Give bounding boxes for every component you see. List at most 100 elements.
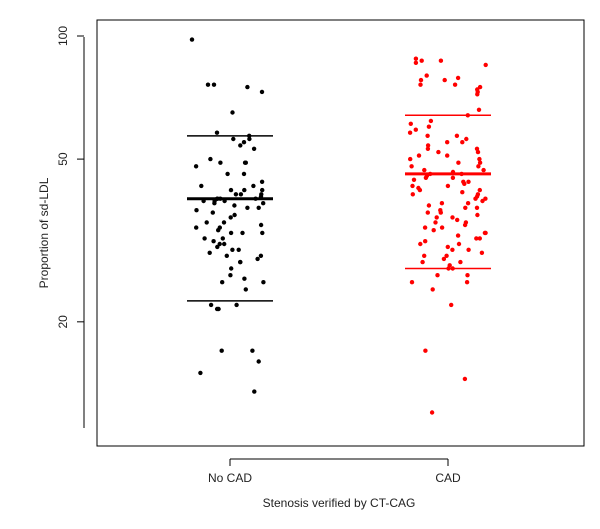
data-point <box>233 192 239 197</box>
y-tick-label: 20 <box>56 315 70 329</box>
data-point <box>242 276 247 281</box>
data-point <box>450 175 456 180</box>
data-point <box>456 241 462 247</box>
data-point <box>458 259 463 265</box>
data-point <box>426 124 432 129</box>
data-point <box>418 77 424 83</box>
data-point <box>234 302 239 308</box>
data-point <box>408 156 413 162</box>
data-point <box>215 244 220 250</box>
data-point <box>205 82 211 87</box>
data-point <box>242 160 248 165</box>
data-point <box>422 167 427 173</box>
data-point <box>477 236 482 241</box>
data-point <box>214 306 220 312</box>
data-marks <box>187 37 491 415</box>
data-point <box>211 82 217 87</box>
data-point <box>204 220 209 225</box>
data-point <box>208 302 214 308</box>
data-point <box>245 84 250 90</box>
data-point <box>210 210 215 215</box>
data-point <box>228 273 233 278</box>
data-point <box>408 121 413 127</box>
data-point <box>439 201 445 206</box>
data-point <box>236 247 241 252</box>
data-point <box>423 175 429 180</box>
data-point <box>419 58 424 63</box>
data-point <box>477 156 482 162</box>
data-point <box>464 280 470 285</box>
data-point <box>420 259 425 265</box>
data-point <box>220 236 225 241</box>
x-tick-label: No CAD <box>208 471 252 485</box>
data-point <box>441 256 447 262</box>
data-point <box>454 133 460 138</box>
data-point <box>259 179 265 184</box>
data-point <box>245 205 250 210</box>
plot-frame <box>96 19 585 447</box>
data-point <box>261 280 266 285</box>
data-point <box>193 164 199 169</box>
data-point <box>225 171 230 177</box>
data-point <box>251 146 257 151</box>
data-point <box>460 190 465 195</box>
data-point <box>429 410 435 415</box>
data-point <box>481 167 486 173</box>
data-point <box>422 253 427 258</box>
data-point <box>409 164 414 169</box>
data-point <box>462 376 468 382</box>
data-point <box>413 60 419 65</box>
data-point <box>238 143 243 148</box>
data-point <box>450 247 455 252</box>
data-point <box>475 212 480 218</box>
data-point <box>228 187 234 193</box>
x-tick-label: CAD <box>435 471 461 485</box>
data-point <box>228 230 234 236</box>
data-point <box>466 179 471 184</box>
data-point <box>258 222 264 228</box>
data-point <box>425 133 430 138</box>
data-point <box>217 241 222 247</box>
data-point <box>221 220 227 225</box>
data-point <box>428 118 434 124</box>
data-point <box>438 58 444 63</box>
data-point <box>455 233 461 238</box>
data-point <box>261 201 266 206</box>
data-point <box>436 149 441 155</box>
data-point <box>230 110 235 115</box>
data-point <box>477 187 482 193</box>
data-point <box>243 287 248 292</box>
data-point <box>409 280 415 285</box>
y-ticks: 100 50 20 <box>56 26 84 329</box>
data-point <box>232 212 237 218</box>
data-point <box>474 205 480 210</box>
data-point <box>474 236 479 241</box>
data-point <box>258 253 264 258</box>
data-point <box>410 192 415 197</box>
data-point <box>475 92 480 97</box>
data-point <box>229 266 234 271</box>
data-point <box>260 230 265 236</box>
data-point <box>189 37 195 42</box>
data-point <box>418 241 423 247</box>
data-point <box>477 160 483 165</box>
data-point <box>444 253 449 258</box>
data-point <box>483 62 488 68</box>
data-point <box>413 56 419 61</box>
data-point <box>439 225 445 230</box>
data-point <box>450 215 455 220</box>
data-point <box>417 187 423 193</box>
data-point <box>476 107 482 113</box>
data-point <box>219 348 224 353</box>
y-tick-label: 100 <box>56 26 70 46</box>
data-point <box>251 183 256 189</box>
data-point <box>242 187 247 193</box>
data-point <box>466 247 471 252</box>
data-point <box>423 348 428 353</box>
y-axis-title: Proportion of sd-LDL <box>37 177 51 288</box>
data-point <box>212 201 217 206</box>
data-point <box>260 187 265 193</box>
data-point <box>241 140 247 145</box>
data-point <box>256 205 261 210</box>
data-point <box>240 230 245 236</box>
